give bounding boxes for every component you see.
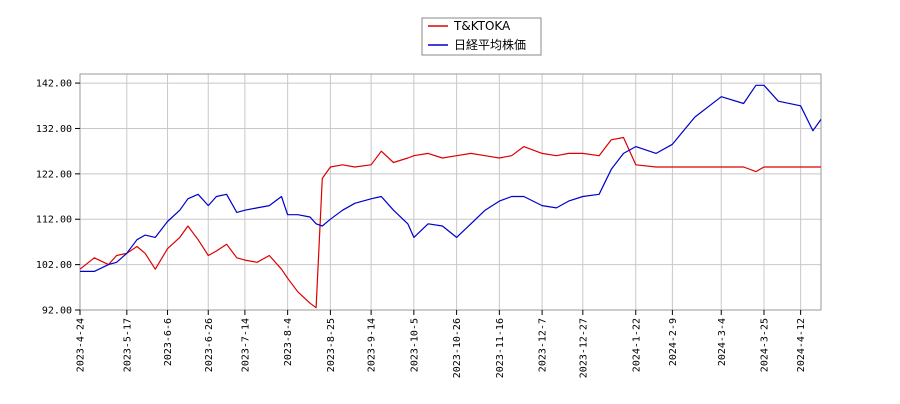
x-tick-label: 2023-8-4: [283, 318, 294, 366]
x-tick-label: 2024-4-12: [796, 318, 807, 372]
legend-label-tk: T&KTOKA: [453, 19, 511, 33]
x-tick-label: 2023-11-16: [495, 318, 506, 378]
y-tick-label: 102.00: [36, 260, 72, 271]
x-tick-label: 2023-12-7: [538, 318, 549, 372]
x-tick-label: 2023-10-26: [452, 318, 463, 378]
y-tick-label: 92.00: [42, 306, 72, 317]
series-line-0: [79, 136, 821, 309]
x-tick-label: 2023-8-25: [326, 318, 337, 372]
x-tick-label: 2024-1-22: [631, 318, 642, 372]
plot-frame: [79, 73, 822, 311]
y-tick-label: 112.00: [36, 215, 72, 226]
y-tick-label: 122.00: [36, 169, 72, 180]
series-lines: [79, 84, 822, 309]
x-tick-label: 2023-6-6: [163, 318, 174, 366]
x-tick-label: 2024-2-9: [668, 318, 679, 366]
x-tick-label: 2023-10-5: [409, 318, 420, 372]
x-tick-label: 2023-12-27: [578, 318, 589, 378]
legend-box: [421, 17, 542, 56]
x-tick-label: 2024-3-25: [760, 318, 771, 372]
legend-label-nikkei: 日経平均株価: [454, 37, 526, 52]
axes: 92.00 102.00 112.00 122.00 132.00 142.00 2023-…: [36, 73, 822, 378]
y-tick-label: 142.00: [36, 79, 72, 90]
x-tick-label: 2023-9-14: [367, 318, 378, 372]
grid: [79, 74, 821, 311]
legend: T&KTOKA 日経平均株価: [421, 17, 542, 56]
x-tick-label: 2023-5-17: [122, 318, 133, 372]
x-tick-label: 2023-6-26: [204, 318, 215, 372]
y-tick-label: 132.00: [36, 124, 72, 135]
x-tick-label: 2023-4-24: [76, 318, 87, 372]
series-line-1: [80, 84, 822, 272]
x-tick-label: 2024-3-4: [717, 318, 728, 366]
x-tick-label: 2023-7-14: [240, 318, 251, 372]
